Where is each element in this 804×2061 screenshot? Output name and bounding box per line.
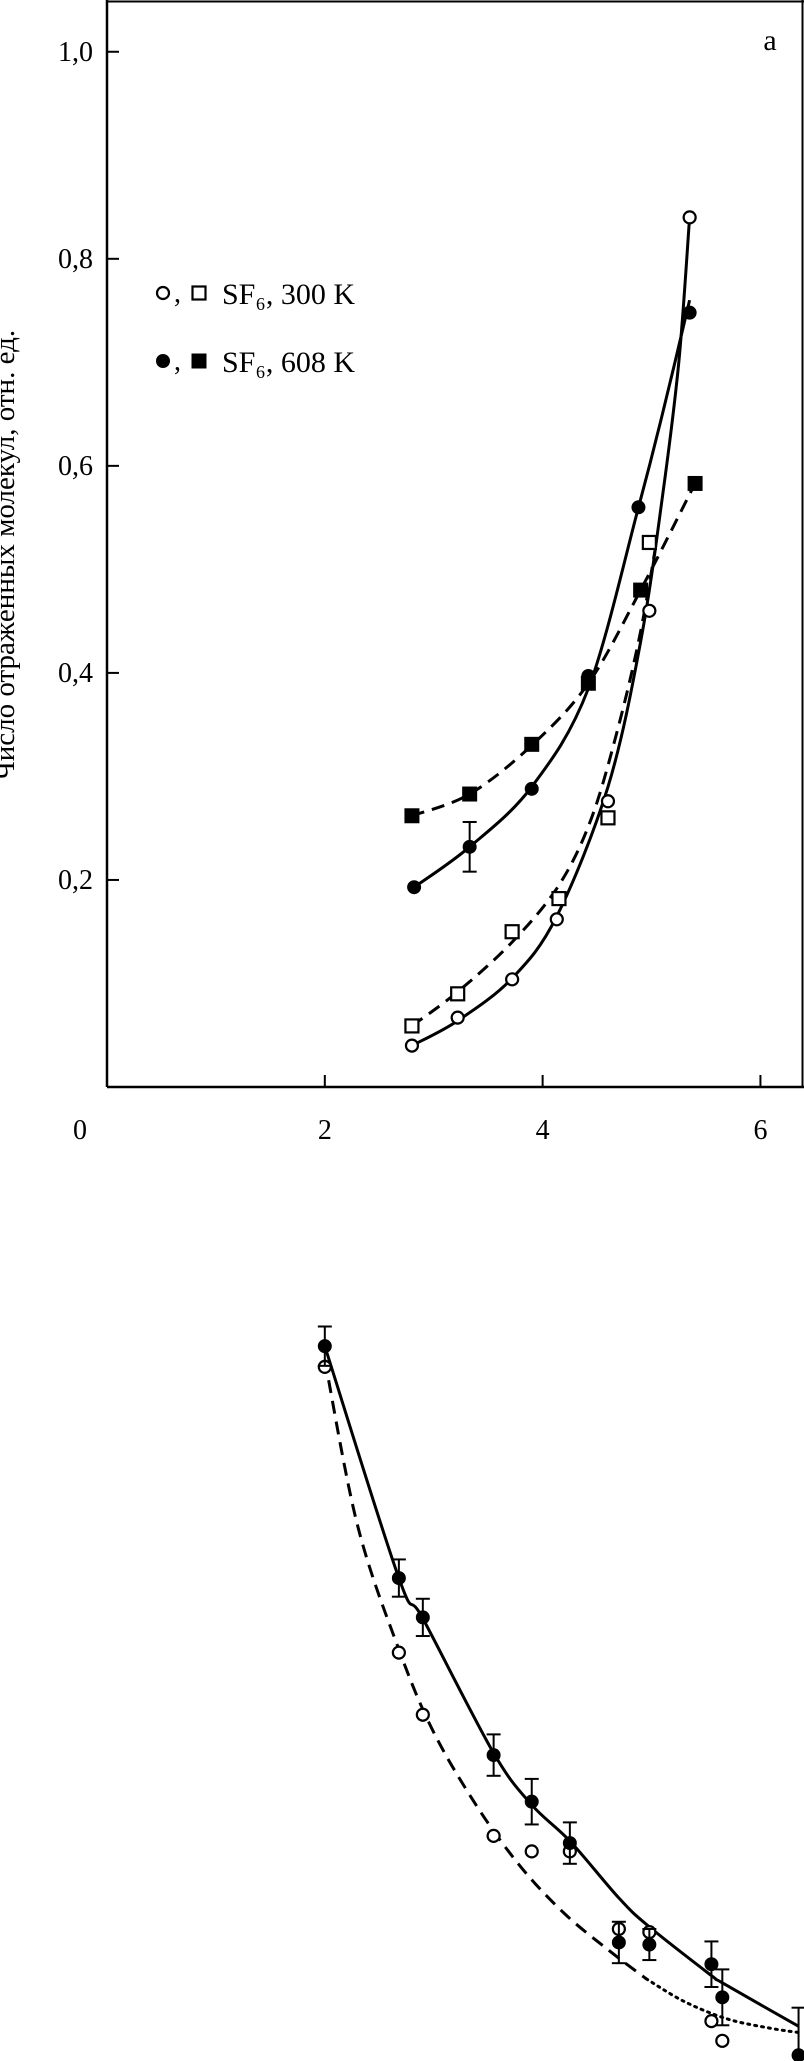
data-point-s2-5 xyxy=(682,305,697,320)
data-point-sb0-8 xyxy=(704,1957,719,1972)
data-point-sb1-1 xyxy=(391,1645,406,1660)
data-point-s1-1 xyxy=(450,986,466,1002)
chart-panel-a: 0,2 0,4 0,6 0,8 1,0 0 2 4 6 Число отражённых моле… xyxy=(0,0,804,1146)
data-point-s1-2 xyxy=(504,924,520,940)
data-point-sb0-2 xyxy=(415,1610,430,1625)
data-point-sb1-3 xyxy=(486,1828,501,1843)
fit-curve-b-s0 xyxy=(323,1345,800,2028)
data-point-s0-2 xyxy=(505,972,520,987)
y-tick-label: 0,4 xyxy=(58,658,93,689)
data-point-s0-4 xyxy=(600,794,616,809)
fit-curve-b-dashed-s1 xyxy=(323,1359,647,1980)
fit-curve-b-dotted-s1 xyxy=(644,1977,801,2034)
data-point-s1-4 xyxy=(600,810,616,826)
legend: , SF₆, 300 K, SF₆, 608 K xyxy=(155,278,355,379)
data-point-s0-3 xyxy=(549,912,564,927)
data-point-s0-0 xyxy=(404,1038,420,1053)
data-point-sb1-8 xyxy=(704,2014,719,2029)
x-tick-label: 6 xyxy=(753,1115,767,1146)
data-point-s2-4 xyxy=(631,500,646,515)
legend-comma: , xyxy=(174,346,181,377)
data-point-s2-0 xyxy=(407,880,422,895)
data-point-sb0-6 xyxy=(611,1935,626,1950)
legend-marker-open-circle xyxy=(155,285,171,301)
data-point-sb0-3 xyxy=(486,1748,501,1763)
data-point-sb0-1 xyxy=(391,1571,406,1586)
fit-curve-s3 xyxy=(411,482,697,818)
data-point-s2-2 xyxy=(524,781,539,796)
x-tick-label: 0 xyxy=(73,1115,87,1146)
data-point-s0-6 xyxy=(682,210,697,225)
y-tick-label: 1,0 xyxy=(58,37,93,68)
panel-label: a xyxy=(763,24,776,57)
data-point-sb1-9 xyxy=(715,2033,730,2048)
data-point-sb0-5 xyxy=(562,1836,577,1851)
data-point-s3-1 xyxy=(462,786,478,802)
legend-marker-open-square xyxy=(191,285,207,301)
y-tick-label: 0,6 xyxy=(58,451,93,482)
data-point-s2-1 xyxy=(462,839,477,854)
data-point-s3-5 xyxy=(687,475,703,491)
chart-panel-b xyxy=(317,1325,804,2061)
data-point-s3-2 xyxy=(524,736,540,752)
data-point-sb0-7 xyxy=(642,1937,657,1952)
data-point-s0-5 xyxy=(642,603,657,618)
data-point-sb0-0 xyxy=(317,1339,332,1354)
y-axis-title: Число отражённых молекул, отн. ед. xyxy=(0,330,21,780)
legend-marker-filled-circle xyxy=(156,354,170,368)
legend-comma: , xyxy=(174,278,181,309)
fit-curve-s0 xyxy=(411,217,692,1047)
data-point-s1-0 xyxy=(404,1018,420,1034)
legend-label: SF₆, 300 K xyxy=(222,278,355,311)
y-tick-label: 0,8 xyxy=(58,244,93,275)
data-point-s1-5 xyxy=(641,534,657,551)
data-point-s3-0 xyxy=(404,808,420,824)
data-point-s1-3 xyxy=(551,890,567,907)
data-point-s3-4 xyxy=(633,582,649,598)
x-tick-label: 2 xyxy=(318,1115,332,1146)
data-point-sb0-4 xyxy=(524,1794,539,1809)
data-point-sb1-2 xyxy=(415,1707,430,1722)
legend-label: SF₆, 608 K xyxy=(222,346,355,379)
data-point-s3-3 xyxy=(580,675,596,691)
y-tick-label: 0,2 xyxy=(58,865,93,896)
legend-marker-filled-square xyxy=(191,353,207,369)
x-tick-label: 4 xyxy=(536,1115,550,1146)
data-point-s0-1 xyxy=(450,1010,465,1025)
data-point-sb0-10 xyxy=(791,2048,804,2061)
fit-curve-s1 xyxy=(411,538,659,1028)
data-point-sb0-9 xyxy=(715,1990,730,2005)
data-point-sb1-4 xyxy=(524,1844,539,1859)
